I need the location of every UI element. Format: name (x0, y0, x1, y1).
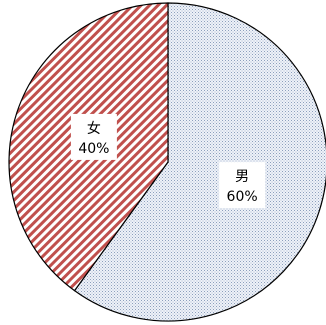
labels-layer: 男 60% 女 40% (70, 113, 266, 209)
slice-label-group-1: 女 40% (70, 113, 117, 160)
slice-category-label-0: 男 (235, 169, 249, 185)
slice-label-group-0: 男 60% (219, 162, 266, 209)
slice-value-label-1: 40% (78, 141, 109, 157)
slice-category-label-1: 女 (87, 120, 101, 137)
slice-label-bg-0 (219, 162, 266, 209)
pie-slice-0 (73, 2, 326, 322)
slice-value-label-0: 60% (227, 189, 258, 205)
slice-label-bg-1 (70, 113, 117, 160)
slices-layer (8, 2, 326, 322)
